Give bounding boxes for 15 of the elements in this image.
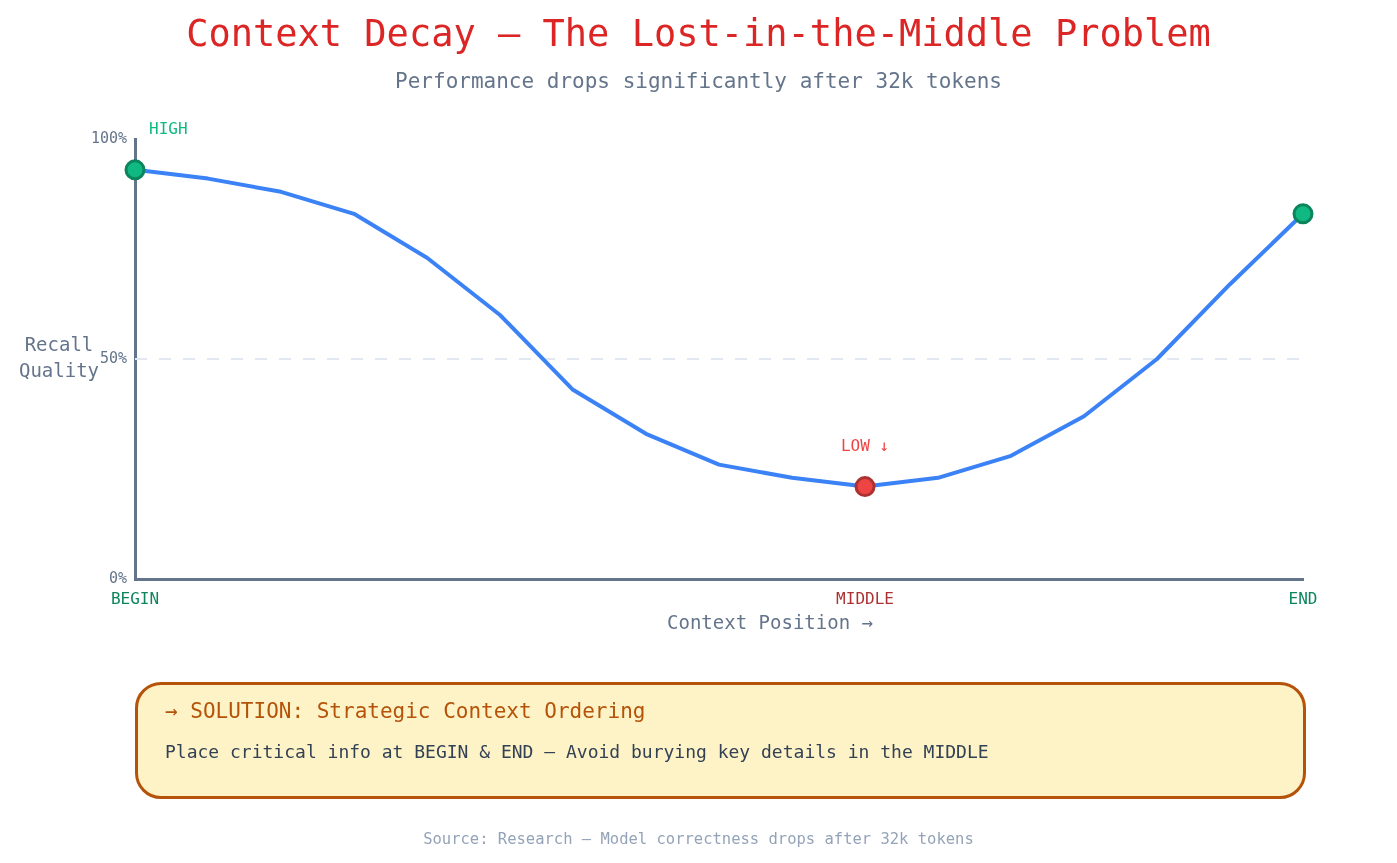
annotation: HIGH: [149, 118, 188, 138]
text: Place critical info at BEGIN & END — Avoid burying key details in the MIDDLE: [165, 740, 989, 764]
chart-title: Context Decay — The Lost-in-the-Middle Problem: [185, 11, 1212, 57]
annotation: LOW ↓: [840, 435, 890, 455]
y-tick-label: 0%: [108, 568, 127, 587]
y-tick-label: 50%: [99, 348, 127, 367]
x-tick-label: END: [1288, 588, 1318, 608]
x-tick-label: BEGIN: [110, 588, 160, 608]
chart-subtitle: Performance drops significantly after 32k tokens: [394, 68, 1003, 95]
y-tick-label: 100%: [90, 128, 127, 147]
text: → SOLUTION: Strategic Context Ordering: [165, 698, 646, 725]
x-axis-title: Context Position →: [666, 610, 874, 635]
source-note: Source: Research — Model correctness drops after 32k tokens: [422, 829, 975, 850]
x-tick-label: MIDDLE: [836, 588, 894, 608]
y-axis-title: Recall Quality: [18, 333, 100, 381]
